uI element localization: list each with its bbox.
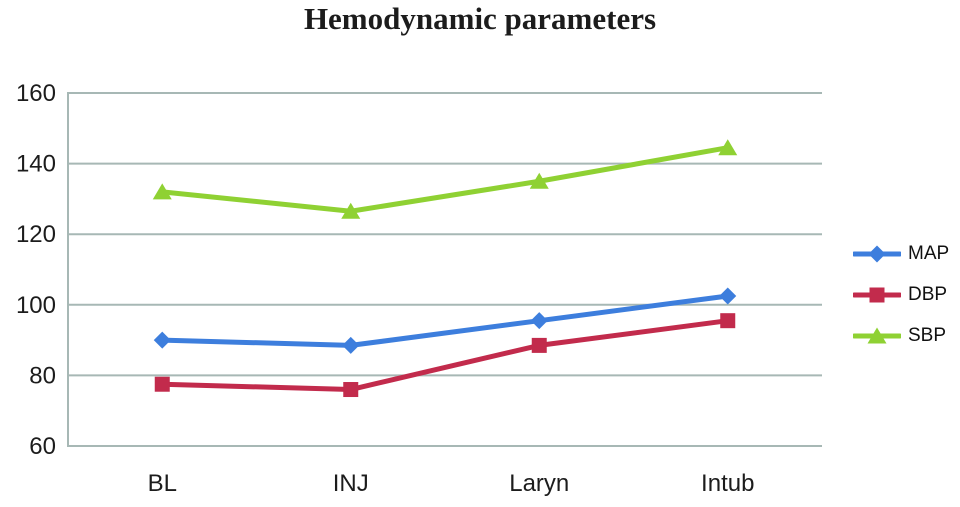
series-line-DBP bbox=[154, 313, 736, 398]
map-series-marker-icon bbox=[853, 245, 901, 263]
chart-legend: MAP DBP SBP bbox=[853, 240, 949, 350]
series-line-MAP bbox=[153, 287, 737, 354]
svg-text:Laryn: Laryn bbox=[509, 470, 569, 497]
legend-label-dbp: DBP bbox=[908, 284, 948, 305]
svg-text:140: 140 bbox=[16, 151, 56, 178]
legend-item-sbp: SBP bbox=[853, 322, 949, 350]
dbp-series-marker-icon bbox=[853, 287, 901, 303]
x-category-labels: BL INJ Laryn Intub bbox=[148, 470, 755, 497]
legend-item-map: MAP bbox=[853, 240, 949, 268]
svg-text:Intub: Intub bbox=[701, 470, 754, 497]
svg-text:INJ: INJ bbox=[333, 470, 369, 497]
svg-text:120: 120 bbox=[16, 221, 56, 248]
svg-text:160: 160 bbox=[16, 80, 56, 107]
series-line-SBP bbox=[152, 139, 738, 219]
chart-title: Hemodynamic parameters bbox=[303, 1, 657, 36]
svg-text:60: 60 bbox=[29, 433, 56, 460]
legend-item-dbp: DBP bbox=[853, 281, 949, 309]
svg-text:100: 100 bbox=[16, 292, 56, 319]
legend-label-sbp: SBP bbox=[908, 325, 947, 346]
y-gridlines bbox=[68, 92, 822, 447]
legend-label-map: MAP bbox=[908, 243, 950, 264]
svg-text:BL: BL bbox=[148, 470, 177, 497]
y-tick-labels: 60 80 100 120 140 160 bbox=[16, 80, 56, 460]
svg-text:80: 80 bbox=[29, 362, 56, 389]
sbp-series-marker-icon bbox=[853, 327, 901, 344]
